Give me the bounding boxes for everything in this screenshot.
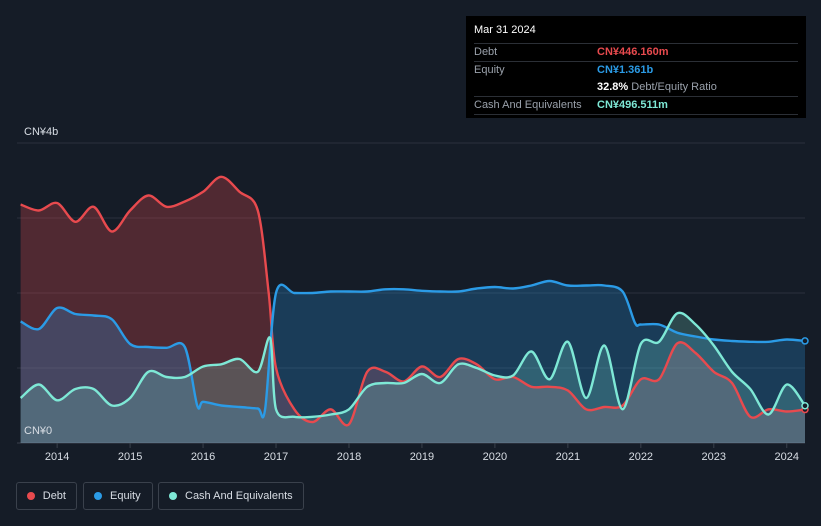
gridlines: [17, 142, 805, 444]
tooltip-debt-row: Debt CN¥446.160m: [474, 43, 798, 61]
legend-equity-button[interactable]: Equity: [83, 482, 153, 510]
x-tick-label: 2022: [629, 451, 653, 463]
tooltip-equity-row: Equity CN¥1.361b: [474, 61, 798, 79]
tooltip-cash-value: CN¥496.511m: [597, 99, 668, 111]
x-tick-label: 2014: [45, 451, 69, 463]
x-tick-label: 2018: [337, 451, 361, 463]
x-tick-label: 2024: [775, 451, 799, 463]
tooltip-debt-label: Debt: [474, 46, 498, 58]
cash-line: [19, 311, 806, 419]
tooltip-ratio-value: 32.8%: [597, 81, 629, 93]
tooltip-date: Mar 31 2024: [474, 24, 536, 36]
debt-area: [20, 176, 806, 444]
x-tick-label: 2023: [702, 451, 726, 463]
x-tick-label: 2017: [264, 451, 288, 463]
x-tick-label: 2019: [410, 451, 434, 463]
tooltip-ratio-row: 32.8% Debt/Equity Ratio: [474, 79, 798, 96]
equity-area: [20, 281, 806, 443]
series-areas: [20, 176, 806, 444]
x-tick-label: 2015: [118, 451, 142, 463]
tooltip-cash-row: Cash And Equivalents CN¥496.511m: [474, 96, 798, 115]
equity-dot-icon: [94, 492, 102, 500]
legend-cash-label: Cash And Equivalents: [185, 490, 293, 502]
equity-end-marker: [801, 337, 809, 345]
cash-dot-icon: [169, 492, 177, 500]
debt-dot-icon: [27, 492, 35, 500]
cash-end-marker: [801, 401, 809, 410]
equity-line: [20, 279, 806, 419]
end-markers: [801, 337, 809, 414]
cash-area: [20, 312, 806, 443]
tooltip-equity-label: Equity: [474, 64, 505, 76]
series-lines: [19, 175, 806, 427]
legend-cash-button[interactable]: Cash And Equivalents: [158, 482, 304, 510]
tooltip-equity-value: CN¥1.361b: [597, 64, 654, 76]
legend-debt-button[interactable]: Debt: [16, 482, 77, 510]
tooltip-cash-label: Cash And Equivalents: [474, 99, 582, 111]
x-tick-label: 2016: [191, 451, 215, 463]
debt-line: [20, 175, 806, 427]
y-axis-bottom-label: CN¥0: [24, 425, 52, 437]
x-tick-label: 2021: [556, 451, 580, 463]
tooltip-ratio: 32.8% Debt/Equity Ratio: [597, 79, 717, 96]
x-tick-label: 2020: [483, 451, 507, 463]
tooltip-ratio-label: Debt/Equity Ratio: [631, 81, 717, 93]
legend-debt-label: Debt: [42, 490, 66, 502]
tooltip-debt-value: CN¥446.160m: [597, 46, 669, 58]
y-axis-top-label: CN¥4b: [24, 126, 58, 138]
tooltip: Mar 31 2024 Debt CN¥446.160m Equity CN¥1…: [466, 16, 806, 118]
x-axis-ticks: 2014 2015 2016 2017 2018 2019 2020 2021 2022 2023…: [45, 443, 799, 463]
legend-equity-label: Equity: [110, 490, 141, 502]
